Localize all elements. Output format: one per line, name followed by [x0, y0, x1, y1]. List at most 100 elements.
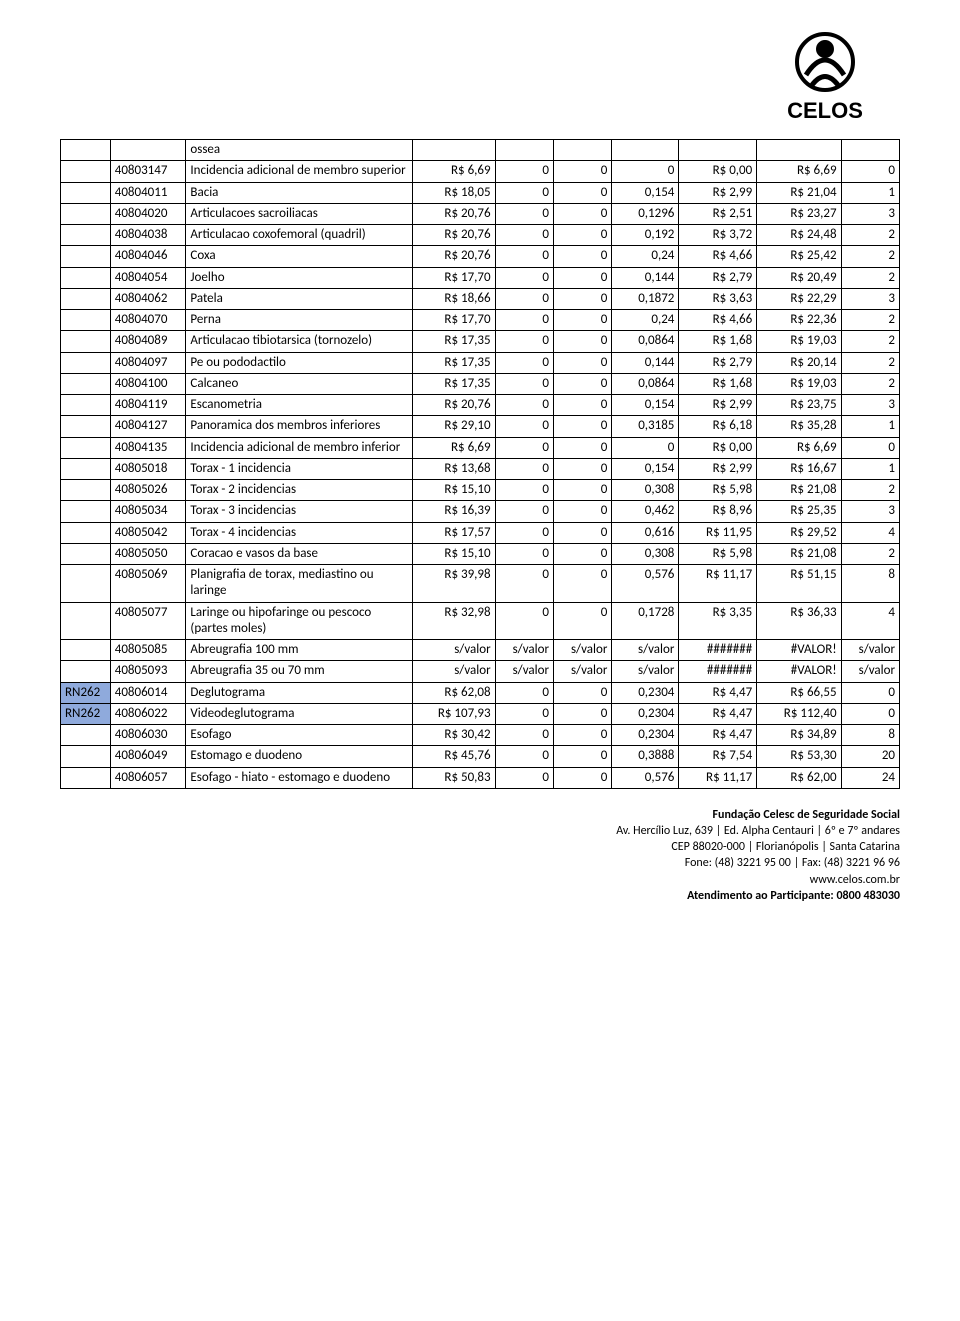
cell-v3: 0: [553, 543, 611, 564]
cell-v7: s/valor: [841, 661, 899, 682]
table-row: 40804127Panoramica dos membros inferiore…: [61, 416, 900, 437]
cell-v7: 0: [841, 703, 899, 724]
cell-v7: 2: [841, 246, 899, 267]
cell-v1: R$ 29,10: [413, 416, 495, 437]
cell-v1: R$ 17,35: [413, 373, 495, 394]
cell-v3: 0: [553, 161, 611, 182]
cell-v7: 2: [841, 267, 899, 288]
footer-helpline: Atendimento ao Participante: 0800 483030: [60, 888, 900, 904]
cell-v5: R$ 0,00: [679, 161, 757, 182]
table-row: 40806057Esofago - hiato - estomago e duo…: [61, 767, 900, 788]
cell-v2: 0: [495, 501, 553, 522]
cell-v7: [841, 140, 899, 161]
cell-v4: 0,24: [612, 310, 679, 331]
cell-v3: 0: [553, 373, 611, 394]
table-row: 40804011BaciaR$ 18,05000,154R$ 2,99R$ 21…: [61, 182, 900, 203]
table-row: 40805093Abreugrafia 35 ou 70 mms/valors/…: [61, 661, 900, 682]
cell-rn: [61, 310, 111, 331]
cell-desc: Esofago - hiato - estomago e duodeno: [186, 767, 413, 788]
cell-v2: 0: [495, 543, 553, 564]
cell-v7: 2: [841, 373, 899, 394]
cell-v5: R$ 4,66: [679, 310, 757, 331]
cell-v2: 0: [495, 225, 553, 246]
cell-v5: R$ 2,79: [679, 352, 757, 373]
cell-v6: R$ 62,00: [757, 767, 841, 788]
cell-code: 40805050: [110, 543, 186, 564]
cell-v4: s/valor: [612, 640, 679, 661]
cell-v2: 0: [495, 703, 553, 724]
footer-website: www.celos.com.br: [60, 872, 900, 888]
cell-rn: [61, 767, 111, 788]
cell-v2: 0: [495, 182, 553, 203]
cell-rn: [61, 203, 111, 224]
cell-desc: Torax - 3 incidencias: [186, 501, 413, 522]
cell-v7: 3: [841, 203, 899, 224]
cell-v1: R$ 15,10: [413, 480, 495, 501]
cell-v4: 0,144: [612, 267, 679, 288]
cell-v4: 0,576: [612, 565, 679, 603]
cell-v5: R$ 5,98: [679, 543, 757, 564]
cell-v4: 0,308: [612, 543, 679, 564]
cell-v3: 0: [553, 395, 611, 416]
cell-v1: s/valor: [413, 640, 495, 661]
cell-code: 40806014: [110, 682, 186, 703]
cell-v4: 0,1872: [612, 288, 679, 309]
cell-v5: R$ 11,17: [679, 565, 757, 603]
cell-v2: 0: [495, 565, 553, 603]
cell-v2: 0: [495, 161, 553, 182]
table-row: 40805069Planigrafia de torax, mediastino…: [61, 565, 900, 603]
cell-v5: R$ 8,96: [679, 501, 757, 522]
cell-code: 40805018: [110, 458, 186, 479]
cell-desc: Laringe ou hipofaringe ou pescoco (parte…: [186, 602, 413, 640]
cell-v7: 4: [841, 602, 899, 640]
cell-desc: Torax - 4 incidencias: [186, 522, 413, 543]
cell-v1: R$ 20,76: [413, 203, 495, 224]
cell-v7: 0: [841, 682, 899, 703]
cell-desc: Deglutograma: [186, 682, 413, 703]
cell-code: 40805077: [110, 602, 186, 640]
footer-phones: Fone: (48) 3221 95 00 | Fax: (48) 3221 9…: [60, 855, 900, 871]
cell-v7: 24: [841, 767, 899, 788]
cell-v3: 0: [553, 767, 611, 788]
cell-v2: 0: [495, 352, 553, 373]
cell-v1: s/valor: [413, 661, 495, 682]
cell-v1: R$ 39,98: [413, 565, 495, 603]
cell-desc: ossea: [186, 140, 413, 161]
cell-v2: [495, 140, 553, 161]
cell-v7: 2: [841, 225, 899, 246]
cell-v3: 0: [553, 725, 611, 746]
cell-v4: 0,462: [612, 501, 679, 522]
cell-v6: R$ 6,69: [757, 437, 841, 458]
cell-v3: 0: [553, 437, 611, 458]
cell-v4: 0,3185: [612, 416, 679, 437]
cell-v6: R$ 22,29: [757, 288, 841, 309]
table-row: ossea: [61, 140, 900, 161]
table-row: 40805018Torax - 1 incidenciaR$ 13,68000,…: [61, 458, 900, 479]
cell-v2: 0: [495, 310, 553, 331]
cell-desc: Pe ou pododactilo: [186, 352, 413, 373]
cell-v3: [553, 140, 611, 161]
cell-rn: [61, 225, 111, 246]
cell-v2: 0: [495, 682, 553, 703]
cell-v6: R$ 22,36: [757, 310, 841, 331]
cell-v2: 0: [495, 267, 553, 288]
cell-rn: [61, 480, 111, 501]
cell-v7: 2: [841, 310, 899, 331]
cell-v6: R$ 34,89: [757, 725, 841, 746]
cell-rn: [61, 267, 111, 288]
table-row: 40804135Incidencia adicional de membro i…: [61, 437, 900, 458]
cell-rn: [61, 640, 111, 661]
cell-v6: R$ 112,40: [757, 703, 841, 724]
cell-v7: 1: [841, 458, 899, 479]
table-row: 40804097Pe ou pododactiloR$ 17,35000,144…: [61, 352, 900, 373]
cell-v4: 0,154: [612, 458, 679, 479]
cell-v5: R$ 11,17: [679, 767, 757, 788]
footer-address1: Av. Hercílio Luz, 639 | Ed. Alpha Centau…: [60, 823, 900, 839]
cell-v2: 0: [495, 203, 553, 224]
cell-v7: 8: [841, 565, 899, 603]
cell-rn: [61, 725, 111, 746]
cell-code: 40804127: [110, 416, 186, 437]
cell-v6: R$ 29,52: [757, 522, 841, 543]
cell-v5: R$ 4,47: [679, 682, 757, 703]
cell-v6: R$ 19,03: [757, 331, 841, 352]
